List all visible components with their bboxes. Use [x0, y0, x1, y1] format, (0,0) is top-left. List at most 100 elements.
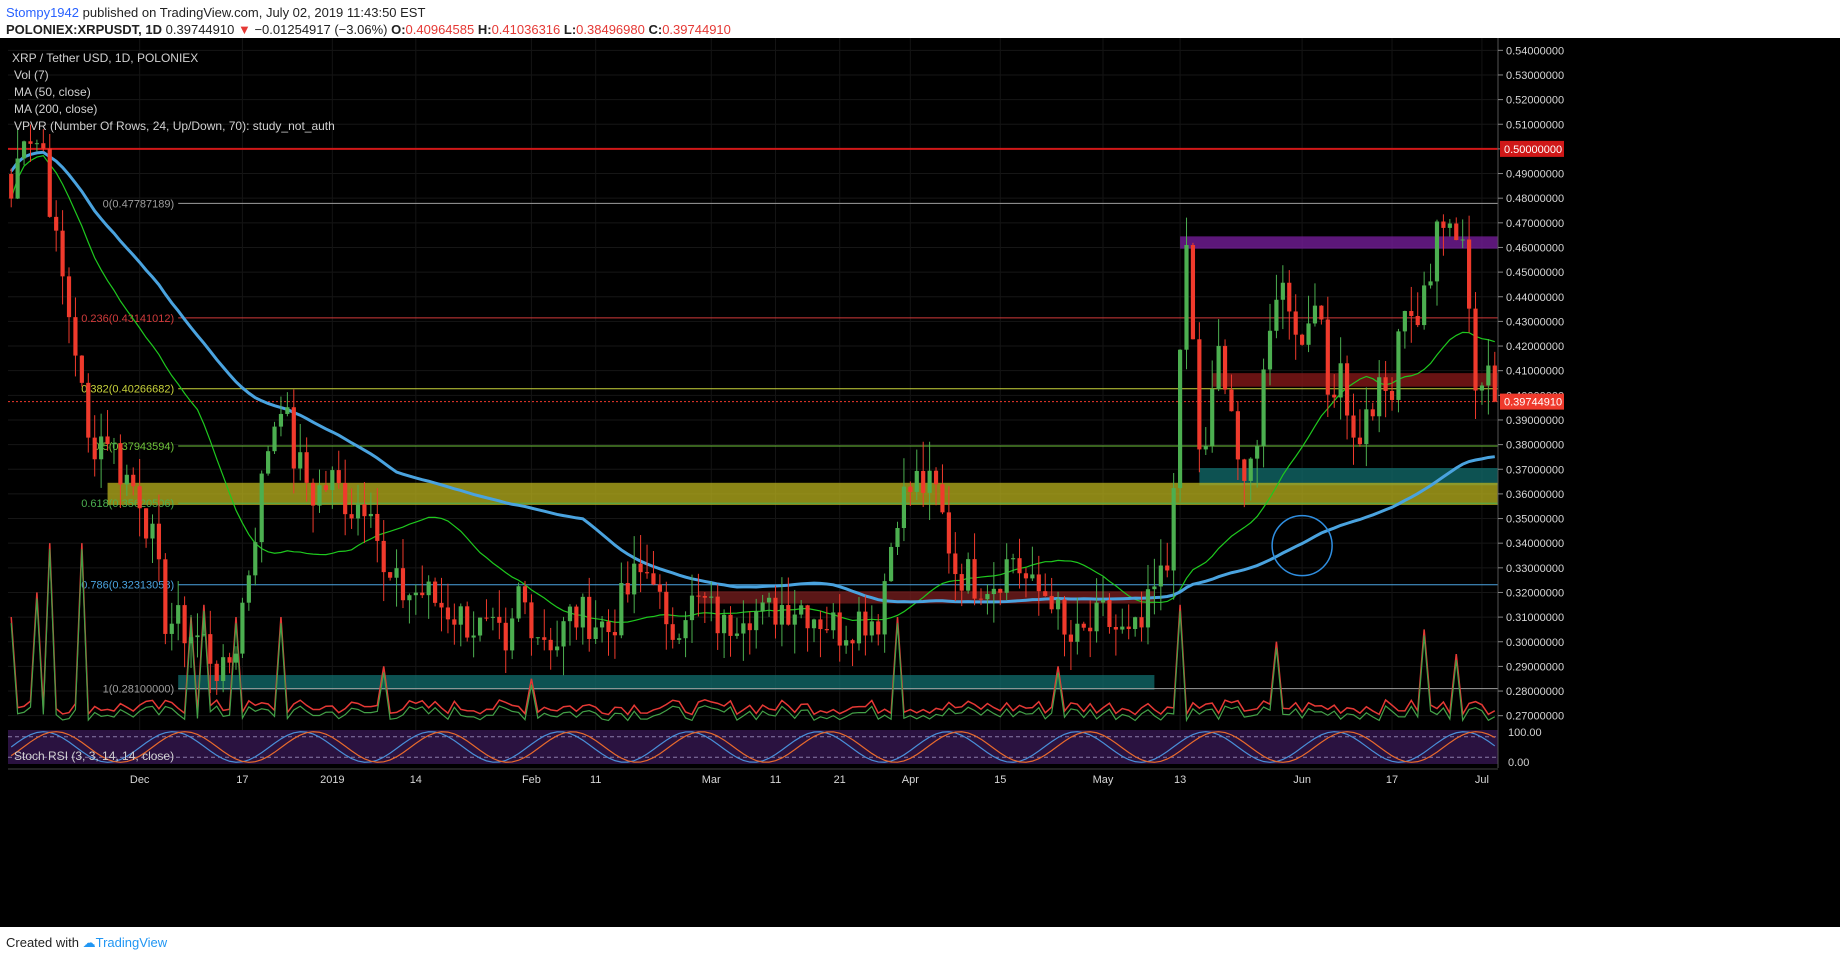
candle-body — [1409, 311, 1414, 316]
candle-body — [66, 276, 72, 318]
price-axis-label: 0.30000000 — [1506, 637, 1564, 649]
price-axis-label: 0.28000000 — [1506, 686, 1564, 698]
candle-body — [850, 640, 855, 644]
candle-body — [882, 581, 887, 635]
candle-body — [1165, 565, 1170, 571]
candle-body — [1094, 602, 1099, 632]
volume-green-line — [10, 549, 1496, 723]
candle-body — [182, 605, 187, 644]
indicator-ma200[interactable]: MA (200, close) — [14, 102, 97, 116]
candle-body — [28, 141, 33, 144]
candle-body — [1222, 345, 1228, 390]
fib-level-label: 0.382(0.40266682) — [81, 384, 174, 396]
time-axis-label: 11 — [590, 774, 601, 786]
time-axis-label: Mar — [702, 774, 721, 786]
price-axis-label: 0.33000000 — [1506, 563, 1564, 575]
candle-body — [272, 426, 277, 452]
candle-body — [657, 584, 662, 592]
last-price-text: 0.39744910 — [165, 22, 235, 37]
time-axis-label: Jun — [1293, 774, 1311, 786]
candle-body — [1139, 617, 1144, 628]
fib-level-label: 0(0.47787189) — [103, 198, 175, 210]
footer: Created with ☁TradingView — [0, 927, 1840, 959]
candle-body — [195, 635, 200, 638]
low-label: L: — [563, 22, 577, 37]
candle-body — [567, 606, 573, 622]
tradingview-brand[interactable]: TradingView — [95, 935, 168, 950]
chart-area[interactable]: 0(0.47787189) 0.236(0.43141012) 0.382(0.40… — [0, 38, 1840, 927]
indicator-vol[interactable]: Vol (7) — [14, 68, 49, 82]
price-axis-label: 0.41000000 — [1506, 366, 1564, 378]
candle-body — [805, 605, 810, 629]
candle-body — [1004, 559, 1009, 593]
candle-body — [580, 596, 585, 628]
stoch-d-line — [10, 731, 1496, 763]
indicator-ma50[interactable]: MA (50, close) — [14, 85, 91, 99]
price-axis-label: 0.53000000 — [1506, 70, 1564, 82]
candle-body — [15, 158, 20, 199]
candle-body — [728, 614, 733, 636]
candle-body — [317, 485, 322, 506]
publish-line: Stompy1942 published on TradingView.com,… — [6, 5, 425, 20]
candle-body — [1068, 634, 1073, 642]
candle-body — [1216, 345, 1221, 389]
candle-body — [1287, 282, 1292, 312]
time-axis-label: 14 — [410, 774, 422, 786]
axis-layer: 0.54000000 0.53000000 0.52000000 0.51000000… — [8, 38, 1564, 786]
price-axis-label: 0.36000000 — [1506, 489, 1564, 501]
candle-body — [111, 443, 117, 445]
candle-body — [535, 637, 540, 639]
candle-body — [21, 141, 27, 159]
candle-body — [1043, 591, 1048, 596]
change-text: −0.01254917 (−3.06%) — [254, 22, 388, 37]
author-link[interactable]: Stompy1942 — [6, 5, 79, 20]
candles-layer — [9, 124, 1497, 695]
candle-body — [259, 473, 264, 543]
candle-body — [445, 607, 451, 620]
candle-body — [1338, 363, 1343, 398]
candle-body — [1261, 369, 1266, 447]
chart-svg[interactable]: 0(0.47787189) 0.236(0.43141012) 0.382(0.40… — [0, 38, 1840, 927]
candle-body — [9, 173, 14, 199]
candle-body — [548, 639, 553, 651]
candle-body — [1184, 245, 1189, 350]
candle-body — [606, 621, 611, 633]
indicator-vpvr[interactable]: VPVR (Number Of Rows, 24, Up/Down, 70): … — [14, 119, 335, 133]
candle-body — [176, 605, 181, 624]
candle-body — [702, 596, 707, 598]
candle-body — [946, 512, 951, 554]
candle-body — [786, 605, 791, 625]
candle-body — [1088, 627, 1093, 632]
candle-body — [169, 623, 174, 634]
fib-level-label: 0.236(0.43141012) — [81, 313, 174, 325]
candle-body — [561, 621, 566, 647]
candle-body — [978, 598, 984, 600]
candle-body — [1415, 315, 1420, 326]
zone-purple-resistance — [1180, 236, 1498, 249]
volume-layer — [10, 543, 1496, 723]
open-label: O: — [391, 22, 406, 37]
candle-body — [599, 621, 605, 628]
stoch-rsi-label[interactable]: Stoch RSI (3, 3, 14, 14, close) — [14, 749, 174, 763]
candle-body — [143, 508, 149, 539]
created-with-text: Created with ☁TradingView — [6, 935, 167, 951]
candle-body — [426, 581, 431, 596]
candle-body — [285, 407, 290, 414]
candle-body — [522, 586, 528, 603]
candle-body — [471, 635, 476, 638]
price-axis-label: 0.46000000 — [1506, 242, 1564, 254]
candle-body — [689, 595, 695, 621]
stoch-rsi-layer: 100.00 0.00 — [8, 727, 1542, 769]
candle-body — [516, 586, 521, 619]
candle-body — [959, 574, 964, 591]
price-axis-label: 0.43000000 — [1506, 316, 1564, 328]
candle-body — [465, 606, 470, 638]
candle-body — [503, 622, 508, 651]
price-axis-label: 0.38000000 — [1506, 440, 1564, 452]
candle-body — [651, 573, 656, 585]
candle-body — [1447, 223, 1452, 228]
stoch-rsi-lower-label: 0.00 — [1508, 757, 1529, 769]
candle-body — [131, 474, 136, 487]
candle-body — [310, 482, 316, 506]
tradingview-logo-icon[interactable]: ☁ — [82, 935, 96, 950]
